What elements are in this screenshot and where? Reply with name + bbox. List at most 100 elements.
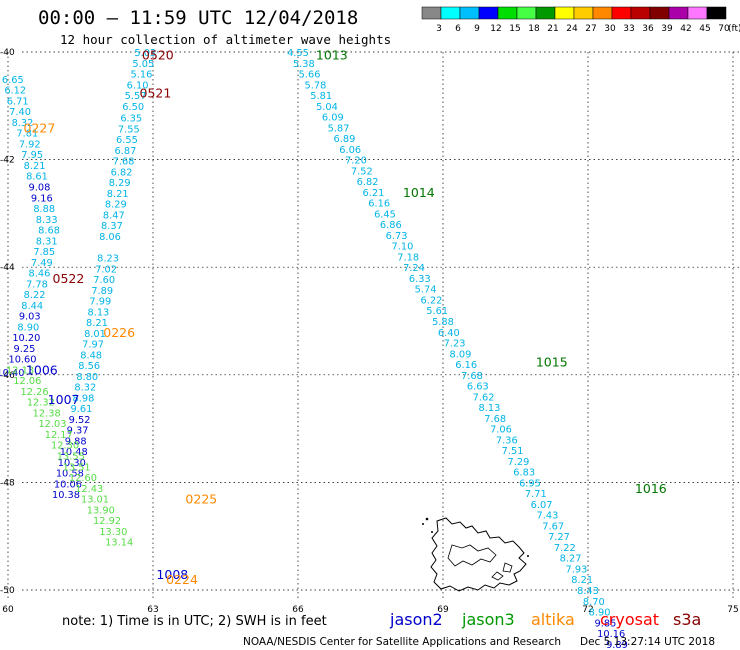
wave-height-value: 8.98 <box>72 393 94 404</box>
wave-height-value: 8.13 <box>478 403 500 414</box>
wave-height-value: 5.87 <box>328 123 350 134</box>
wave-height-value: 7.52 <box>351 166 373 177</box>
wave-height-value: 9.61 <box>71 404 93 415</box>
wave-height-value: 8.80 <box>76 372 98 383</box>
pass-time-label: 1006 <box>26 362 58 377</box>
wave-height-value: 7.10 <box>391 242 413 253</box>
legend-swatch <box>535 6 556 20</box>
legend-swatch <box>649 6 670 20</box>
legend-label: 6 <box>455 24 461 34</box>
wave-height-value: 12.32 <box>27 398 55 409</box>
wave-height-value: 13.51 <box>63 462 91 473</box>
lat-lon-grid: 60 63 66 69 72 75 -40 -42 -44 -46 -48 -50 <box>0 48 740 615</box>
wave-height-value: 9.37 <box>67 426 89 437</box>
wave-height-value: 9.03 <box>19 312 41 323</box>
wave-height-value: 7.55 <box>118 124 140 135</box>
wave-height-value: 5.88 <box>432 317 454 328</box>
lon-tick-label: 75 <box>727 605 738 615</box>
islet <box>527 555 529 557</box>
wave-height-value: 8.47 <box>103 210 125 221</box>
wave-height-value: 6.83 <box>513 468 535 479</box>
wave-height-value: 5.81 <box>310 91 332 102</box>
wave-height-value: 10.60 <box>8 355 36 366</box>
legend-swatch <box>421 6 442 20</box>
wave-height-value: 13.30 <box>99 527 127 538</box>
wave-height-value: 7.97 <box>82 340 104 351</box>
wave-height-value: 9.88 <box>65 436 87 447</box>
wave-height-value: 6.12 <box>4 86 26 97</box>
wave-height-value: 6.10 <box>127 80 149 91</box>
pass-time-label: 1014 <box>403 185 435 200</box>
wave-height-value: 9.89 <box>606 640 628 650</box>
wave-height-value: 12.43 <box>75 484 103 495</box>
wave-height-value: 12.03 <box>38 419 66 430</box>
legend-label: 3 <box>436 24 442 34</box>
wave-height-value: 5.57 <box>125 91 147 102</box>
wave-height-value: 9.25 <box>14 344 36 355</box>
pass-time-labels: 0520 0521 0227 0522 0226 1006 1007 0225 10080224… <box>24 48 667 588</box>
wave-height-value: 8.21 <box>86 318 108 329</box>
wave-height-value: 7.49 <box>31 258 53 269</box>
generated-timestamp: Dec 5 13:27:14 UTC 2018 <box>580 636 715 648</box>
legend-swatch <box>459 6 480 20</box>
wave-height-value: 8.32 <box>12 118 34 129</box>
wave-height-value: 13.90 <box>87 505 115 516</box>
legend-label: 70 <box>718 24 730 34</box>
wave-height-value: 8.27 <box>560 554 582 565</box>
wave-height-value: 4.55 <box>287 48 309 59</box>
wave-height-value: 7.40 <box>9 107 31 118</box>
wave-height-value: 8.90 <box>589 608 611 619</box>
legend-swatch <box>573 6 594 20</box>
wave-height-value: 5.03 <box>134 48 156 59</box>
wave-height-value: 10.40 <box>0 368 24 379</box>
wave-height-value: 7.67 <box>542 521 564 532</box>
wave-height-value: 7.51 <box>502 446 524 457</box>
lat-tick-label: -42 <box>0 156 15 166</box>
wave-height-value: 8.88 <box>33 204 55 215</box>
wave-height-value: 6.65 <box>2 75 24 86</box>
wave-height-value: 12.38 <box>33 408 61 419</box>
pass-time-label: 1015 <box>536 354 568 369</box>
pass-time-label: 0224 <box>166 572 198 587</box>
wave-height-value: 5.04 <box>316 102 338 113</box>
wave-height-value: 6.95 <box>519 478 541 489</box>
pass-time-label: 0522 <box>53 271 85 286</box>
wave-height-value: 9.16 <box>31 193 53 204</box>
wave-height-value: 7.29 <box>507 457 529 468</box>
legend-swatch <box>630 6 651 20</box>
wave-height-value: 6.55 <box>116 135 138 146</box>
lon-tick-label: 60 <box>2 605 14 615</box>
wave-height-value: 10.16 <box>597 629 625 640</box>
wave-height-value: 7.18 <box>397 252 419 263</box>
satellite-name: jason3 <box>461 610 515 629</box>
wave-height-value: 5.61 <box>426 306 448 317</box>
legend-swatch <box>516 6 537 20</box>
wave-height-value: 10.38 <box>52 490 80 501</box>
wave-height-value: 10.30 <box>58 458 86 469</box>
wave-height-value: 8.21 <box>571 575 593 586</box>
legend-label: 15 <box>509 24 520 34</box>
satellite-name: s3a <box>673 610 701 629</box>
islet <box>422 523 424 525</box>
wave-height-value: 7.93 <box>565 564 587 575</box>
wave-height-value: 6.50 <box>122 102 144 113</box>
wave-height-value: 10.58 <box>56 469 84 480</box>
wave-height-value: 8.33 <box>36 215 58 226</box>
satellite-name: cryosat <box>600 610 659 629</box>
legend-swatch <box>706 6 727 20</box>
wave-height-value: 5.74 <box>415 285 437 296</box>
lat-tick-label: -48 <box>0 478 15 488</box>
island-main-shape <box>430 517 527 592</box>
wave-height-value: 5.38 <box>293 59 315 70</box>
wave-height-value: 8.01 <box>84 329 106 340</box>
satellite-name: jason2 <box>389 610 443 629</box>
satellite-key: jason2 jason3 altika cryosat s3a <box>389 610 701 629</box>
wave-height-value: 7.43 <box>536 511 558 522</box>
wave-height-value: 8.29 <box>105 200 127 211</box>
pass-time-label: 0521 <box>140 85 172 100</box>
legend-label: 36 <box>642 24 654 34</box>
wave-height-value: 6.21 <box>362 188 384 199</box>
legend-swatch <box>497 6 518 20</box>
wave-height-value: 7.20 <box>345 156 367 167</box>
